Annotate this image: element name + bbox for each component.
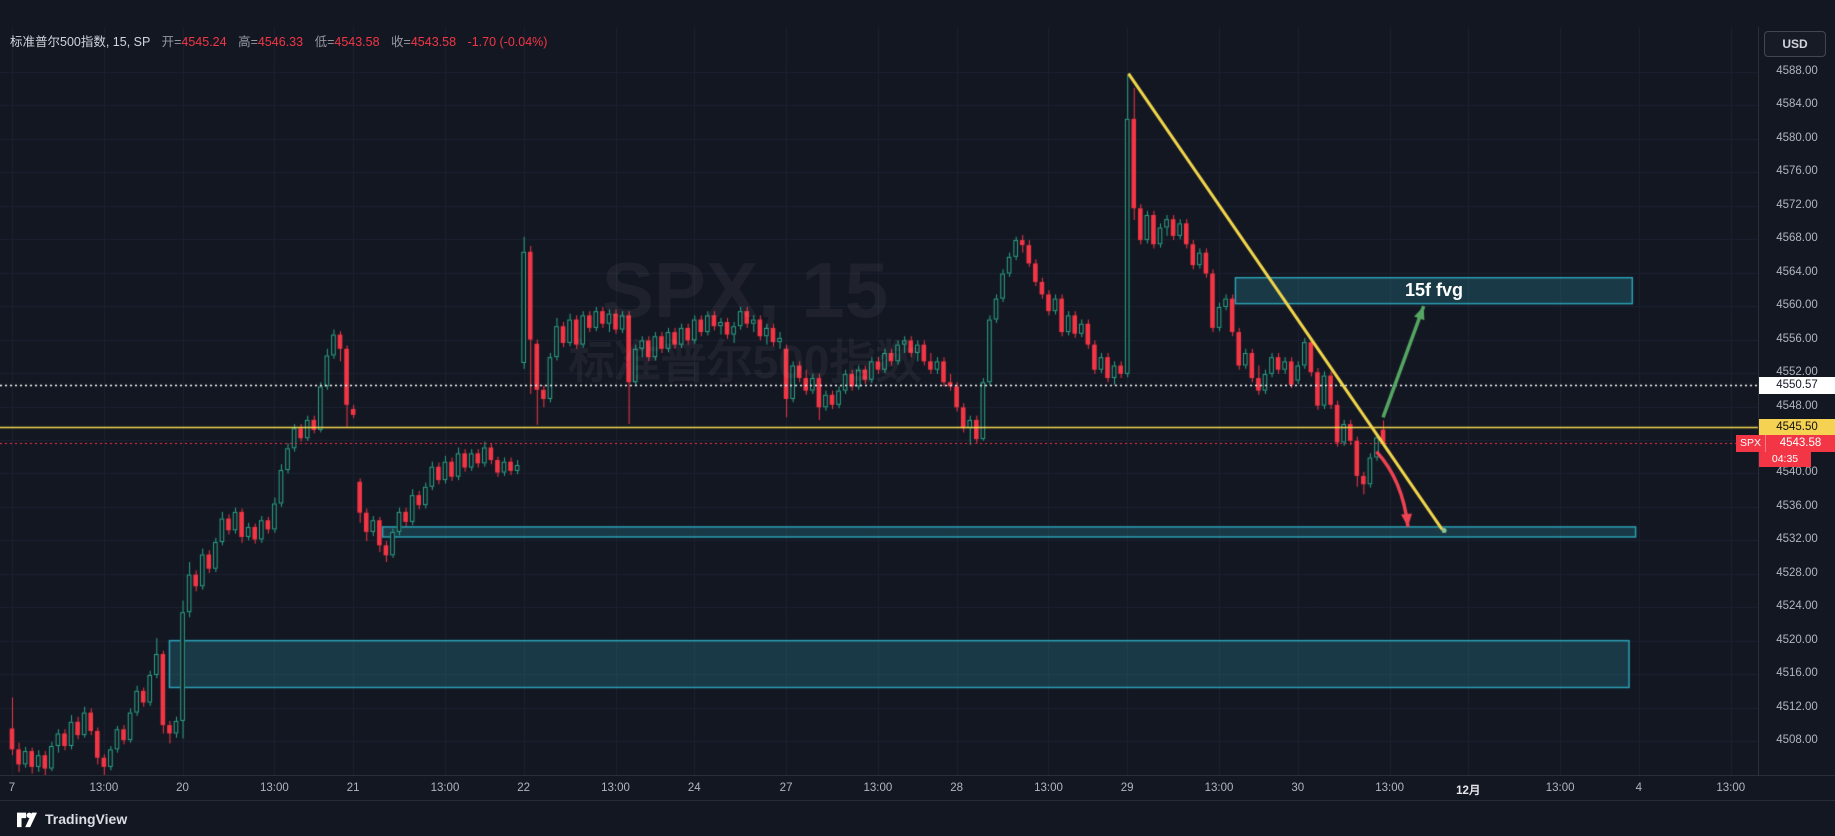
price-tick-label: 4528.00: [1776, 566, 1818, 579]
time-tick-label: 30: [1291, 782, 1305, 794]
price-tick-label: 4584.00: [1776, 98, 1818, 111]
time-tick-label: 24: [687, 782, 701, 794]
time-tick-label: 13:00: [1034, 782, 1063, 794]
time-tick-label: 21: [346, 782, 360, 794]
time-tick-label: 29: [1120, 782, 1134, 794]
price-tick-label: 4508.00: [1776, 734, 1818, 746]
price-tick-label: 4536.00: [1776, 499, 1818, 512]
time-tick-label: 13:00: [1204, 782, 1234, 794]
legend-low-value: 4543.58: [334, 35, 380, 49]
time-tick-label: 13:00: [863, 782, 893, 794]
legend-change: -1.70 (-0.04%): [467, 35, 548, 49]
time-tick-label: 13:00: [1375, 782, 1404, 794]
legend-open-value: 4545.24: [181, 35, 227, 49]
price-tick-label: 4524.00: [1776, 600, 1818, 613]
legend-symbol[interactable]: 标准普尔500指数, 15, SP: [10, 35, 151, 49]
price-tick-label: 4568.00: [1776, 232, 1818, 245]
bar-countdown-label: 04:35: [1759, 451, 1811, 467]
time-tick-label: 4: [1635, 782, 1643, 794]
price-axis[interactable]: 4588.00 4584.00 4580.00 4576.00 4572.00 4568.…: [1758, 27, 1835, 775]
time-tick-label: 28: [950, 782, 964, 794]
prev-close-price-label: 4550.57: [1759, 376, 1835, 394]
price-tick-label: 4532.00: [1776, 533, 1818, 546]
time-axis[interactable]: 7 13:00 20 13:00 21 13:00 22 13:00 24 27 13:00 28 13…: [0, 775, 1835, 800]
legend-close-value: 4543.58: [410, 35, 457, 49]
legend-close-key: 收=: [391, 35, 411, 49]
time-tick-label: 12月: [1456, 785, 1481, 797]
tradingview-logo-icon: [17, 812, 37, 827]
time-tick-label: 13:00: [1716, 782, 1746, 794]
last-price-label: SPX 4543.58: [1736, 434, 1835, 452]
price-tick-label: 4516.00: [1776, 667, 1818, 680]
price-tick-label: 4580.00: [1776, 131, 1818, 144]
time-tick-label: 22: [517, 782, 531, 794]
time-tick-label: 13:00: [430, 782, 460, 794]
time-tick-label: 13:00: [260, 782, 289, 794]
price-tick-label: 4564.00: [1776, 265, 1818, 278]
time-tick-label: 13:00: [89, 782, 119, 794]
price-tick-label: 4540.00: [1776, 466, 1818, 479]
tradingview-brand-name: TradingView: [45, 810, 128, 827]
time-tick-label: 13:00: [1545, 782, 1575, 794]
last-price-symbol: SPX: [1736, 434, 1767, 452]
symbol-legend[interactable]: 标准普尔500指数, 15, SP 开=4545.24 高=4546.33 低=…: [10, 31, 547, 50]
time-tick-label: 20: [176, 782, 189, 794]
yellow-line-price-label: 4545.50: [1759, 418, 1835, 436]
price-tick-label: 4572.00: [1776, 198, 1818, 211]
price-tick-label: 4556.00: [1776, 332, 1818, 345]
legend-high-value: 4546.33: [257, 35, 304, 49]
fvg-annotation-label[interactable]: 15f fvg: [1404, 280, 1464, 300]
legend-low-key: 低=: [314, 35, 335, 49]
last-price-value: 4543.58: [1779, 436, 1822, 449]
legend-open-key: 开=: [161, 35, 182, 49]
time-tick-label: 27: [779, 782, 793, 794]
branding-bar: TradingView: [0, 800, 1835, 836]
price-tick-label: 4560.00: [1776, 299, 1818, 312]
tradingview-link[interactable]: TradingView: [16, 809, 127, 829]
time-tick-label: 13:00: [601, 782, 630, 794]
currency-toggle-button[interactable]: USD: [1764, 31, 1826, 57]
price-tick-label: 4512.00: [1776, 700, 1818, 713]
price-tick-label: 4548.00: [1776, 399, 1818, 412]
price-tick-label: 4520.00: [1776, 633, 1818, 646]
price-tick-label: 4552.00: [1776, 366, 1818, 379]
price-tick-label: 4588.00: [1776, 65, 1818, 77]
legend-high-key: 高=: [238, 35, 258, 49]
price-tick-label: 4576.00: [1776, 165, 1818, 178]
time-tick-label: 7: [8, 782, 16, 794]
